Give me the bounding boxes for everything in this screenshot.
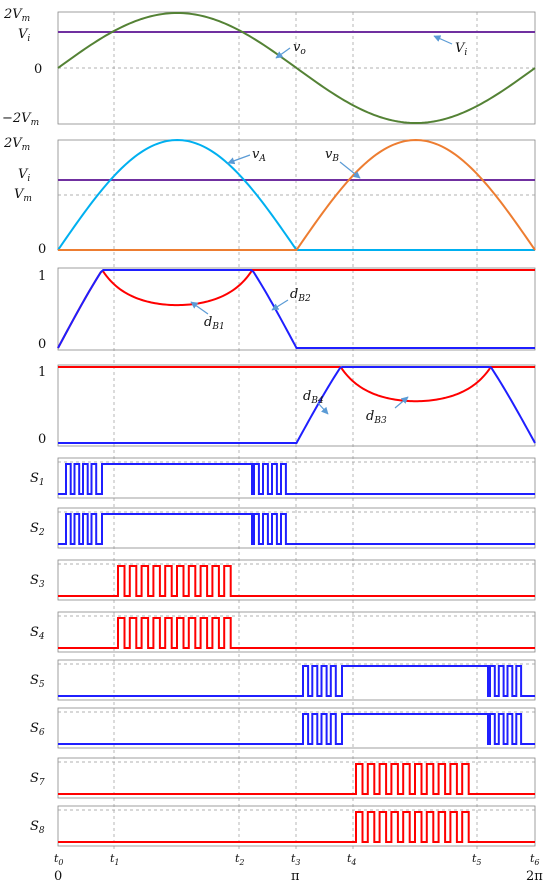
switch-label-s6: S6: [30, 721, 45, 738]
switch-signal-s6: [58, 713, 535, 745]
switch-signal-s1: [58, 463, 535, 495]
panel2-ylabel-vi: Vi: [18, 167, 30, 184]
switch-panel-s7: S7: [30, 757, 536, 799]
switch-signal-s4: [58, 617, 535, 649]
time-axis: t0 t1 t2 t3 t4 t5 t6 0 π 2π: [54, 852, 543, 884]
switch-panel-frame-s3: [57, 559, 536, 601]
switch-panel-s8: S8: [30, 805, 536, 847]
db1-curve: [57, 269, 535, 349]
db2-curve: [57, 269, 535, 349]
time-tick-t0: t0: [54, 852, 64, 867]
switch-gate-signals: S1 S2 S3 S4 S5 S6 S7 S8: [30, 457, 536, 847]
panel-output-voltage: 2Vm Vi 0 −2Vm vo Vi: [2, 7, 536, 128]
db3-pointer-arrow: [394, 396, 409, 409]
panel1-ylabel-2vm: 2Vm: [3, 7, 30, 24]
db3-curve: [58, 366, 535, 403]
panel-duty-b3-b4: 1 0 dB4 dB3: [38, 364, 536, 447]
time-tick-t4: t4: [347, 852, 357, 867]
switch-panel-frame-s4: [57, 611, 536, 653]
switch-panel-frame-s8: [57, 805, 536, 847]
db4-label: dB4: [303, 389, 324, 406]
va-pointer-arrow: [227, 154, 251, 165]
switch-panel-frame-s7: [57, 757, 536, 799]
switch-panel-s5: S5: [30, 659, 536, 701]
switch-panel-frame-s2: [57, 507, 536, 549]
vi-pointer-arrow: [433, 35, 453, 45]
time-tick-t6: t6: [530, 852, 540, 867]
switch-panel-s3: S3: [30, 559, 536, 601]
switch-signal-s7: [58, 763, 535, 795]
db4-curve: [58, 366, 536, 444]
time-tick-t3: t3: [291, 852, 301, 867]
switch-panel-frame-s5: [57, 659, 536, 701]
switch-label-s3: S3: [30, 573, 45, 590]
time-gridlines: [113, 12, 478, 852]
time-tick-t2: t2: [235, 852, 245, 867]
panel4-ylabel-zero: 0: [38, 432, 46, 447]
db3-label: dB3: [366, 409, 387, 426]
db2-pointer-arrow: [271, 299, 289, 311]
vb-curve: [58, 138, 536, 251]
switch-panel-s4: S4: [30, 611, 536, 653]
panel2-frame: [57, 139, 536, 251]
panel-duty-b1-b2: 1 0 dB1 dB2: [38, 267, 536, 352]
db2-label: dB2: [290, 287, 311, 304]
switch-signal-s3: [58, 565, 535, 597]
panel3-ylabel-one: 1: [38, 269, 46, 284]
panel1-ylabel-neg2vm: −2Vm: [2, 111, 39, 128]
panel2-ylabel-zero: 0: [38, 242, 46, 257]
switch-panel-frame-s6: [57, 707, 536, 749]
switch-label-s8: S8: [30, 819, 45, 836]
panel4-frame: [57, 364, 536, 447]
time-tick-t5: t5: [472, 852, 482, 867]
vo-curve: [57, 11, 536, 125]
switch-panel-s2: S2: [30, 507, 536, 549]
vb-pointer-arrow: [339, 161, 361, 179]
switch-label-s5: S5: [30, 673, 45, 690]
panel-leg-voltages: 2Vm Vi Vm 0 vA vB: [3, 136, 536, 257]
panel4-ylabel-one: 1: [38, 365, 46, 380]
panel2-ylabel-vm: Vm: [14, 187, 32, 204]
panel1-ylabel-vi: Vi: [18, 27, 30, 44]
switch-signal-s2: [58, 513, 535, 545]
db1-pointer-arrow: [190, 301, 209, 315]
panel1-ylabel-zero: 0: [34, 62, 42, 77]
switch-signal-s8: [58, 811, 535, 843]
switch-panel-s1: S1: [30, 457, 536, 499]
phase-label-pi: π: [291, 869, 300, 884]
vb-label: vB: [325, 147, 339, 164]
panel3-frame: [57, 267, 536, 351]
va-curve: [57, 138, 535, 251]
vi-label: Vi: [455, 41, 467, 58]
panel2-ylabel-2vm: 2Vm: [3, 136, 30, 153]
vo-label: vo: [293, 40, 306, 57]
db4-pointer-arrow: [317, 402, 329, 415]
switch-label-s4: S4: [30, 625, 45, 642]
phase-label-zero: 0: [54, 869, 62, 884]
switch-label-s7: S7: [30, 771, 45, 788]
switch-panel-frame-s1: [57, 457, 536, 499]
phase-label-2pi: 2π: [526, 869, 543, 884]
vo-pointer-arrow: [275, 47, 291, 59]
switch-label-s1: S1: [30, 471, 45, 488]
panel3-ylabel-zero: 0: [38, 337, 46, 352]
db1-label: dB1: [204, 315, 225, 332]
time-tick-t1: t1: [110, 852, 120, 867]
switch-signal-s5: [58, 665, 535, 697]
switch-panel-s6: S6: [30, 707, 536, 749]
va-label: vA: [252, 147, 266, 164]
switch-label-s2: S2: [30, 521, 45, 538]
